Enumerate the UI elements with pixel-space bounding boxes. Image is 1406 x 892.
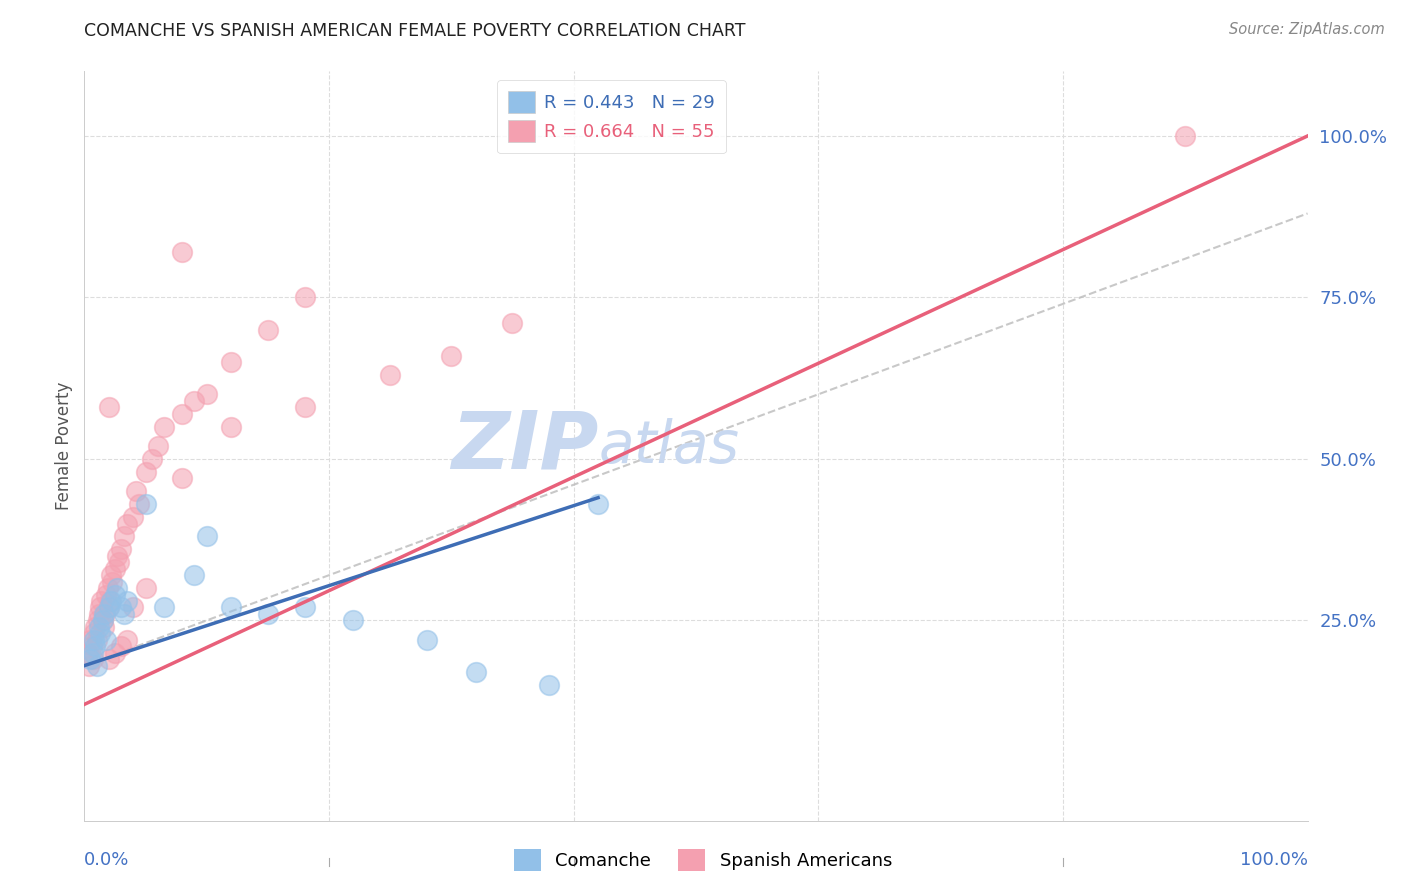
Text: Source: ZipAtlas.com: Source: ZipAtlas.com bbox=[1229, 22, 1385, 37]
Point bbox=[104, 562, 127, 576]
Point bbox=[77, 646, 100, 660]
Point bbox=[98, 594, 121, 608]
Point bbox=[100, 568, 122, 582]
Point bbox=[135, 581, 157, 595]
Point bbox=[80, 639, 103, 653]
Point bbox=[87, 614, 110, 628]
Point bbox=[90, 594, 112, 608]
Point bbox=[135, 497, 157, 511]
Point bbox=[464, 665, 486, 679]
Point bbox=[115, 516, 138, 531]
Point bbox=[89, 600, 111, 615]
Point bbox=[219, 419, 242, 434]
Legend: Comanche, Spanish Americans: Comanche, Spanish Americans bbox=[506, 842, 900, 879]
Point bbox=[97, 652, 120, 666]
Y-axis label: Female Poverty: Female Poverty bbox=[55, 382, 73, 510]
Point bbox=[172, 471, 194, 485]
Point bbox=[87, 607, 110, 621]
Point bbox=[94, 607, 117, 621]
Point bbox=[538, 678, 561, 692]
Point bbox=[219, 355, 242, 369]
Point bbox=[82, 646, 104, 660]
Point bbox=[112, 607, 135, 621]
Point bbox=[586, 497, 609, 511]
Point bbox=[97, 581, 120, 595]
Point bbox=[195, 387, 218, 401]
Point bbox=[83, 632, 105, 647]
Point bbox=[83, 626, 105, 640]
Point bbox=[101, 574, 124, 589]
Point bbox=[257, 323, 280, 337]
Point bbox=[91, 614, 114, 628]
Point bbox=[77, 658, 100, 673]
Text: 100.0%: 100.0% bbox=[1240, 851, 1308, 869]
Point bbox=[294, 600, 316, 615]
Point bbox=[93, 607, 115, 621]
Point bbox=[107, 555, 129, 569]
Point bbox=[84, 639, 107, 653]
Point bbox=[380, 368, 402, 382]
Point bbox=[84, 620, 107, 634]
Point bbox=[122, 600, 145, 615]
Point bbox=[135, 465, 157, 479]
Point bbox=[105, 549, 128, 563]
Point bbox=[125, 484, 148, 499]
Point bbox=[440, 349, 463, 363]
Point bbox=[96, 588, 118, 602]
Point bbox=[97, 600, 120, 615]
Point bbox=[146, 439, 169, 453]
Point bbox=[128, 497, 150, 511]
Point bbox=[153, 600, 176, 615]
Point bbox=[105, 581, 128, 595]
Point bbox=[502, 316, 524, 330]
Text: atlas: atlas bbox=[598, 417, 740, 475]
Point bbox=[79, 652, 101, 666]
Text: 0.0%: 0.0% bbox=[84, 851, 129, 869]
Point bbox=[294, 290, 316, 304]
Point bbox=[97, 401, 120, 415]
Point bbox=[87, 620, 110, 634]
Point bbox=[183, 568, 205, 582]
Point bbox=[294, 401, 316, 415]
Point bbox=[122, 510, 145, 524]
Point bbox=[110, 600, 132, 615]
Point bbox=[195, 529, 218, 543]
Point bbox=[86, 632, 108, 647]
Point bbox=[112, 529, 135, 543]
Point bbox=[97, 600, 120, 615]
Point bbox=[219, 600, 242, 615]
Point bbox=[93, 620, 115, 634]
Text: COMANCHE VS SPANISH AMERICAN FEMALE POVERTY CORRELATION CHART: COMANCHE VS SPANISH AMERICAN FEMALE POVE… bbox=[84, 22, 745, 40]
Point bbox=[82, 652, 104, 666]
Point bbox=[115, 632, 138, 647]
Point bbox=[257, 607, 280, 621]
Point bbox=[86, 658, 108, 673]
Point bbox=[141, 451, 163, 466]
Point bbox=[153, 419, 176, 434]
Text: ZIP: ZIP bbox=[451, 407, 598, 485]
Point bbox=[89, 626, 111, 640]
Point bbox=[172, 245, 194, 260]
Point bbox=[104, 646, 127, 660]
Point bbox=[104, 588, 127, 602]
Point bbox=[79, 632, 101, 647]
Point bbox=[110, 639, 132, 653]
Point bbox=[115, 594, 138, 608]
Point bbox=[342, 614, 364, 628]
Point bbox=[416, 632, 439, 647]
Point bbox=[91, 614, 114, 628]
Point bbox=[1174, 128, 1197, 143]
Legend: R = 0.443   N = 29, R = 0.664   N = 55: R = 0.443 N = 29, R = 0.664 N = 55 bbox=[498, 80, 725, 153]
Point bbox=[110, 542, 132, 557]
Point bbox=[96, 632, 118, 647]
Point bbox=[100, 594, 122, 608]
Point bbox=[183, 393, 205, 408]
Point bbox=[172, 407, 194, 421]
